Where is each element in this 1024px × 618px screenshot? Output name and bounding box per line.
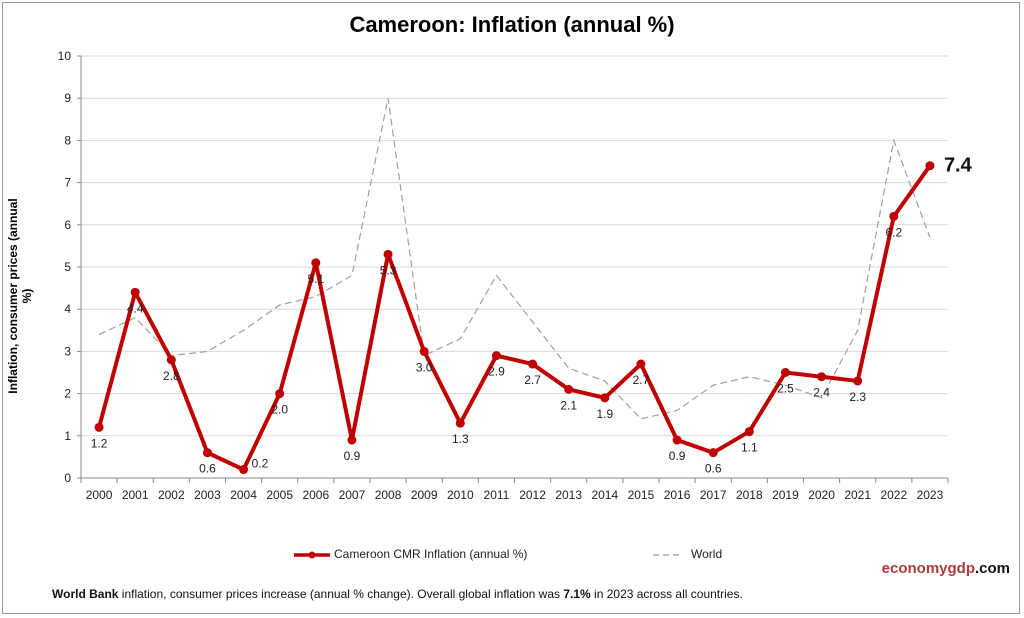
data-label: 7.4 <box>944 155 973 177</box>
data-point-cameroon <box>636 359 646 369</box>
data-label: 2.0 <box>271 403 288 417</box>
x-tick-label: 2007 <box>339 488 366 502</box>
y-tick-label: 7 <box>64 176 71 190</box>
data-point-cameroon <box>744 427 754 437</box>
legend-marker-cameroon <box>294 551 330 559</box>
x-tick-label: 2010 <box>447 488 474 502</box>
data-label: 2.4 <box>813 386 830 400</box>
data-point-cameroon <box>853 376 863 386</box>
y-tick-label: 2 <box>64 387 71 401</box>
data-point-cameroon <box>780 368 790 377</box>
data-label: 1.1 <box>741 441 758 455</box>
x-tick-label: 2009 <box>411 488 438 502</box>
data-point-cameroon <box>419 346 429 356</box>
y-tick-label: 1 <box>64 429 71 443</box>
series-line-world <box>98 98 931 420</box>
y-tick-label: 3 <box>64 344 71 358</box>
data-point-cameroon <box>925 161 935 171</box>
y-tick-label: 6 <box>64 218 71 232</box>
data-label: 3.0 <box>416 360 433 374</box>
data-point-cameroon <box>600 393 610 403</box>
data-label: 6.2 <box>885 225 902 239</box>
data-label: 5.1 <box>307 272 324 286</box>
legend-marker-world <box>653 554 683 556</box>
x-tick-label: 2017 <box>700 488 727 502</box>
data-point-cameroon <box>383 249 393 259</box>
data-label: 0.2 <box>252 457 269 471</box>
x-tick-label: 2021 <box>844 488 871 502</box>
data-label: 2.9 <box>488 365 505 379</box>
x-tick-label: 2022 <box>880 488 907 502</box>
legend-label-cameroon: Cameroon CMR Inflation (annual %) <box>334 547 528 561</box>
data-label: 1.2 <box>91 436 108 450</box>
data-label: 1.3 <box>452 432 469 446</box>
x-tick-label: 2002 <box>158 488 185 502</box>
data-point-cameroon <box>817 372 827 382</box>
x-tick-label: 2008 <box>375 488 402 502</box>
y-tick-label: 5 <box>64 260 71 274</box>
x-tick-label: 2018 <box>736 488 763 502</box>
legend-label-world: World <box>691 547 723 561</box>
series-line-cameroon <box>97 164 932 472</box>
data-label: 4.4 <box>127 301 144 315</box>
data-label: 5.3 <box>380 263 397 277</box>
data-point-cameroon <box>130 287 140 297</box>
x-tick-label: 2014 <box>591 488 618 502</box>
data-label: 0.6 <box>705 462 722 476</box>
data-label: 2.7 <box>633 373 650 387</box>
x-tick-label: 2020 <box>808 488 835 502</box>
y-tick-label: 4 <box>64 302 71 316</box>
y-tick-label: 9 <box>64 91 71 105</box>
x-tick-label: 2019 <box>772 488 799 502</box>
legend-item-cameroon: Cameroon CMR Inflation (annual %) <box>294 547 527 561</box>
y-tick-label: 8 <box>64 133 71 147</box>
data-point-cameroon <box>455 418 465 428</box>
chart-title: Cameroon: Inflation (annual %) <box>349 12 675 37</box>
x-tick-label: 2012 <box>519 488 546 502</box>
x-tick-label: 2000 <box>86 488 113 502</box>
data-point-cameroon <box>564 384 574 394</box>
data-label: 2.8 <box>163 369 180 383</box>
data-label: 2.7 <box>524 373 541 387</box>
x-tick-label: 2023 <box>917 488 944 502</box>
data-label: 1.9 <box>596 407 613 421</box>
data-point-cameroon <box>202 448 212 458</box>
data-point-cameroon <box>491 351 501 361</box>
brand-logo: economygdp.com <box>881 560 1010 577</box>
x-tick-label: 2003 <box>194 488 221 502</box>
data-point-cameroon <box>275 389 285 399</box>
data-label: 2.1 <box>560 398 577 412</box>
data-label: 2.3 <box>849 390 866 404</box>
data-point-cameroon <box>889 211 899 221</box>
data-label: 2.5 <box>777 382 794 396</box>
x-tick-label: 2004 <box>230 488 257 502</box>
data-point-cameroon <box>708 448 718 458</box>
data-point-cameroon <box>672 435 682 445</box>
x-tick-label: 2005 <box>266 488 293 502</box>
data-point-cameroon <box>347 435 357 445</box>
x-tick-label: 2011 <box>484 488 510 502</box>
x-tick-label: 2016 <box>664 488 691 502</box>
data-label: 0.9 <box>669 449 686 463</box>
data-point-cameroon <box>239 465 249 475</box>
legend-item-world: World <box>651 547 722 561</box>
x-tick-label: 2001 <box>122 488 149 502</box>
data-label: 0.9 <box>344 449 361 463</box>
footer-note: World Bank inflation, consumer prices in… <box>52 587 743 601</box>
data-point-cameroon <box>528 359 538 369</box>
y-tick-label: 10 <box>58 49 72 63</box>
data-label: 0.6 <box>199 462 216 476</box>
x-tick-label: 2013 <box>555 488 582 502</box>
data-point-cameroon <box>311 258 321 268</box>
x-tick-label: 2015 <box>628 488 655 502</box>
x-tick-label: 2006 <box>302 488 329 502</box>
y-tick-label: 0 <box>64 471 71 485</box>
data-point-cameroon <box>166 355 176 365</box>
data-point-cameroon <box>94 422 104 432</box>
